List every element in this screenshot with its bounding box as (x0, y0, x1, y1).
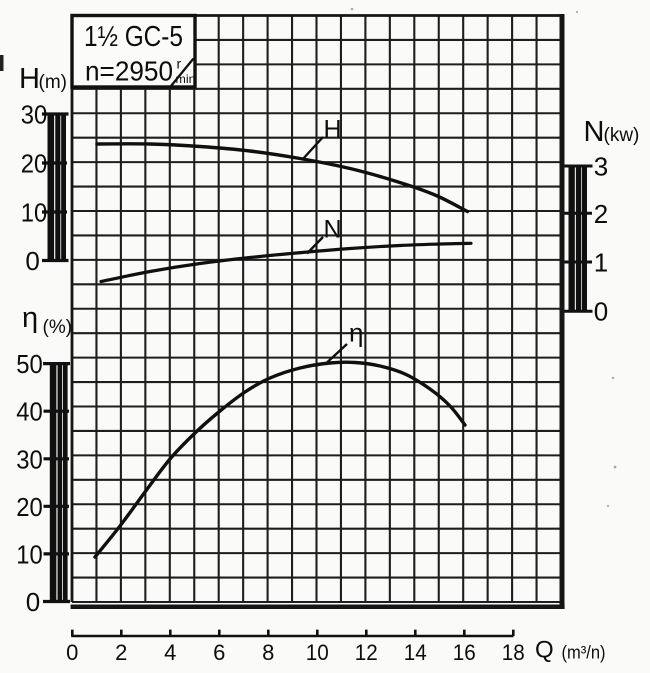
svg-text:(kw): (kw) (604, 125, 640, 146)
svg-text:40: 40 (16, 397, 43, 427)
svg-text:η: η (22, 302, 38, 334)
svg-text:N: N (584, 116, 605, 148)
svg-text:η: η (349, 318, 363, 348)
svg-text:1½ GC-5: 1½ GC-5 (84, 21, 183, 53)
svg-text:16: 16 (453, 640, 476, 665)
svg-text:14: 14 (404, 640, 427, 665)
svg-text:30: 30 (16, 444, 43, 474)
svg-text:8: 8 (262, 640, 274, 665)
svg-text:(m): (m) (39, 72, 67, 93)
svg-text:r: r (177, 56, 182, 72)
svg-text:n=2950: n=2950 (85, 56, 173, 87)
svg-text:4: 4 (164, 640, 176, 665)
svg-text:2: 2 (115, 640, 127, 665)
svg-text:0: 0 (25, 246, 39, 276)
svg-text:30: 30 (21, 100, 48, 130)
svg-text:H: H (19, 63, 40, 95)
svg-text:1: 1 (594, 248, 608, 278)
svg-text:0: 0 (594, 297, 608, 327)
svg-text:2: 2 (594, 199, 608, 229)
svg-text:Q: Q (535, 637, 554, 664)
svg-text:N: N (324, 216, 342, 244)
svg-text:12: 12 (355, 640, 378, 665)
svg-text:20: 20 (21, 149, 48, 179)
svg-text:6: 6 (213, 640, 225, 665)
svg-text:50: 50 (16, 349, 43, 379)
svg-text:(%): (%) (43, 317, 73, 338)
svg-text:20: 20 (16, 492, 43, 522)
svg-text:10: 10 (306, 640, 329, 665)
svg-text:0: 0 (26, 587, 40, 617)
svg-text:10: 10 (21, 198, 48, 228)
svg-text:10: 10 (16, 539, 43, 569)
svg-text:min: min (176, 72, 196, 86)
svg-text:H: H (324, 116, 342, 144)
svg-text:0: 0 (66, 640, 78, 665)
svg-text:(m³/n): (m³/n) (562, 643, 606, 663)
svg-text:3: 3 (594, 152, 608, 182)
svg-text:18: 18 (502, 640, 525, 665)
